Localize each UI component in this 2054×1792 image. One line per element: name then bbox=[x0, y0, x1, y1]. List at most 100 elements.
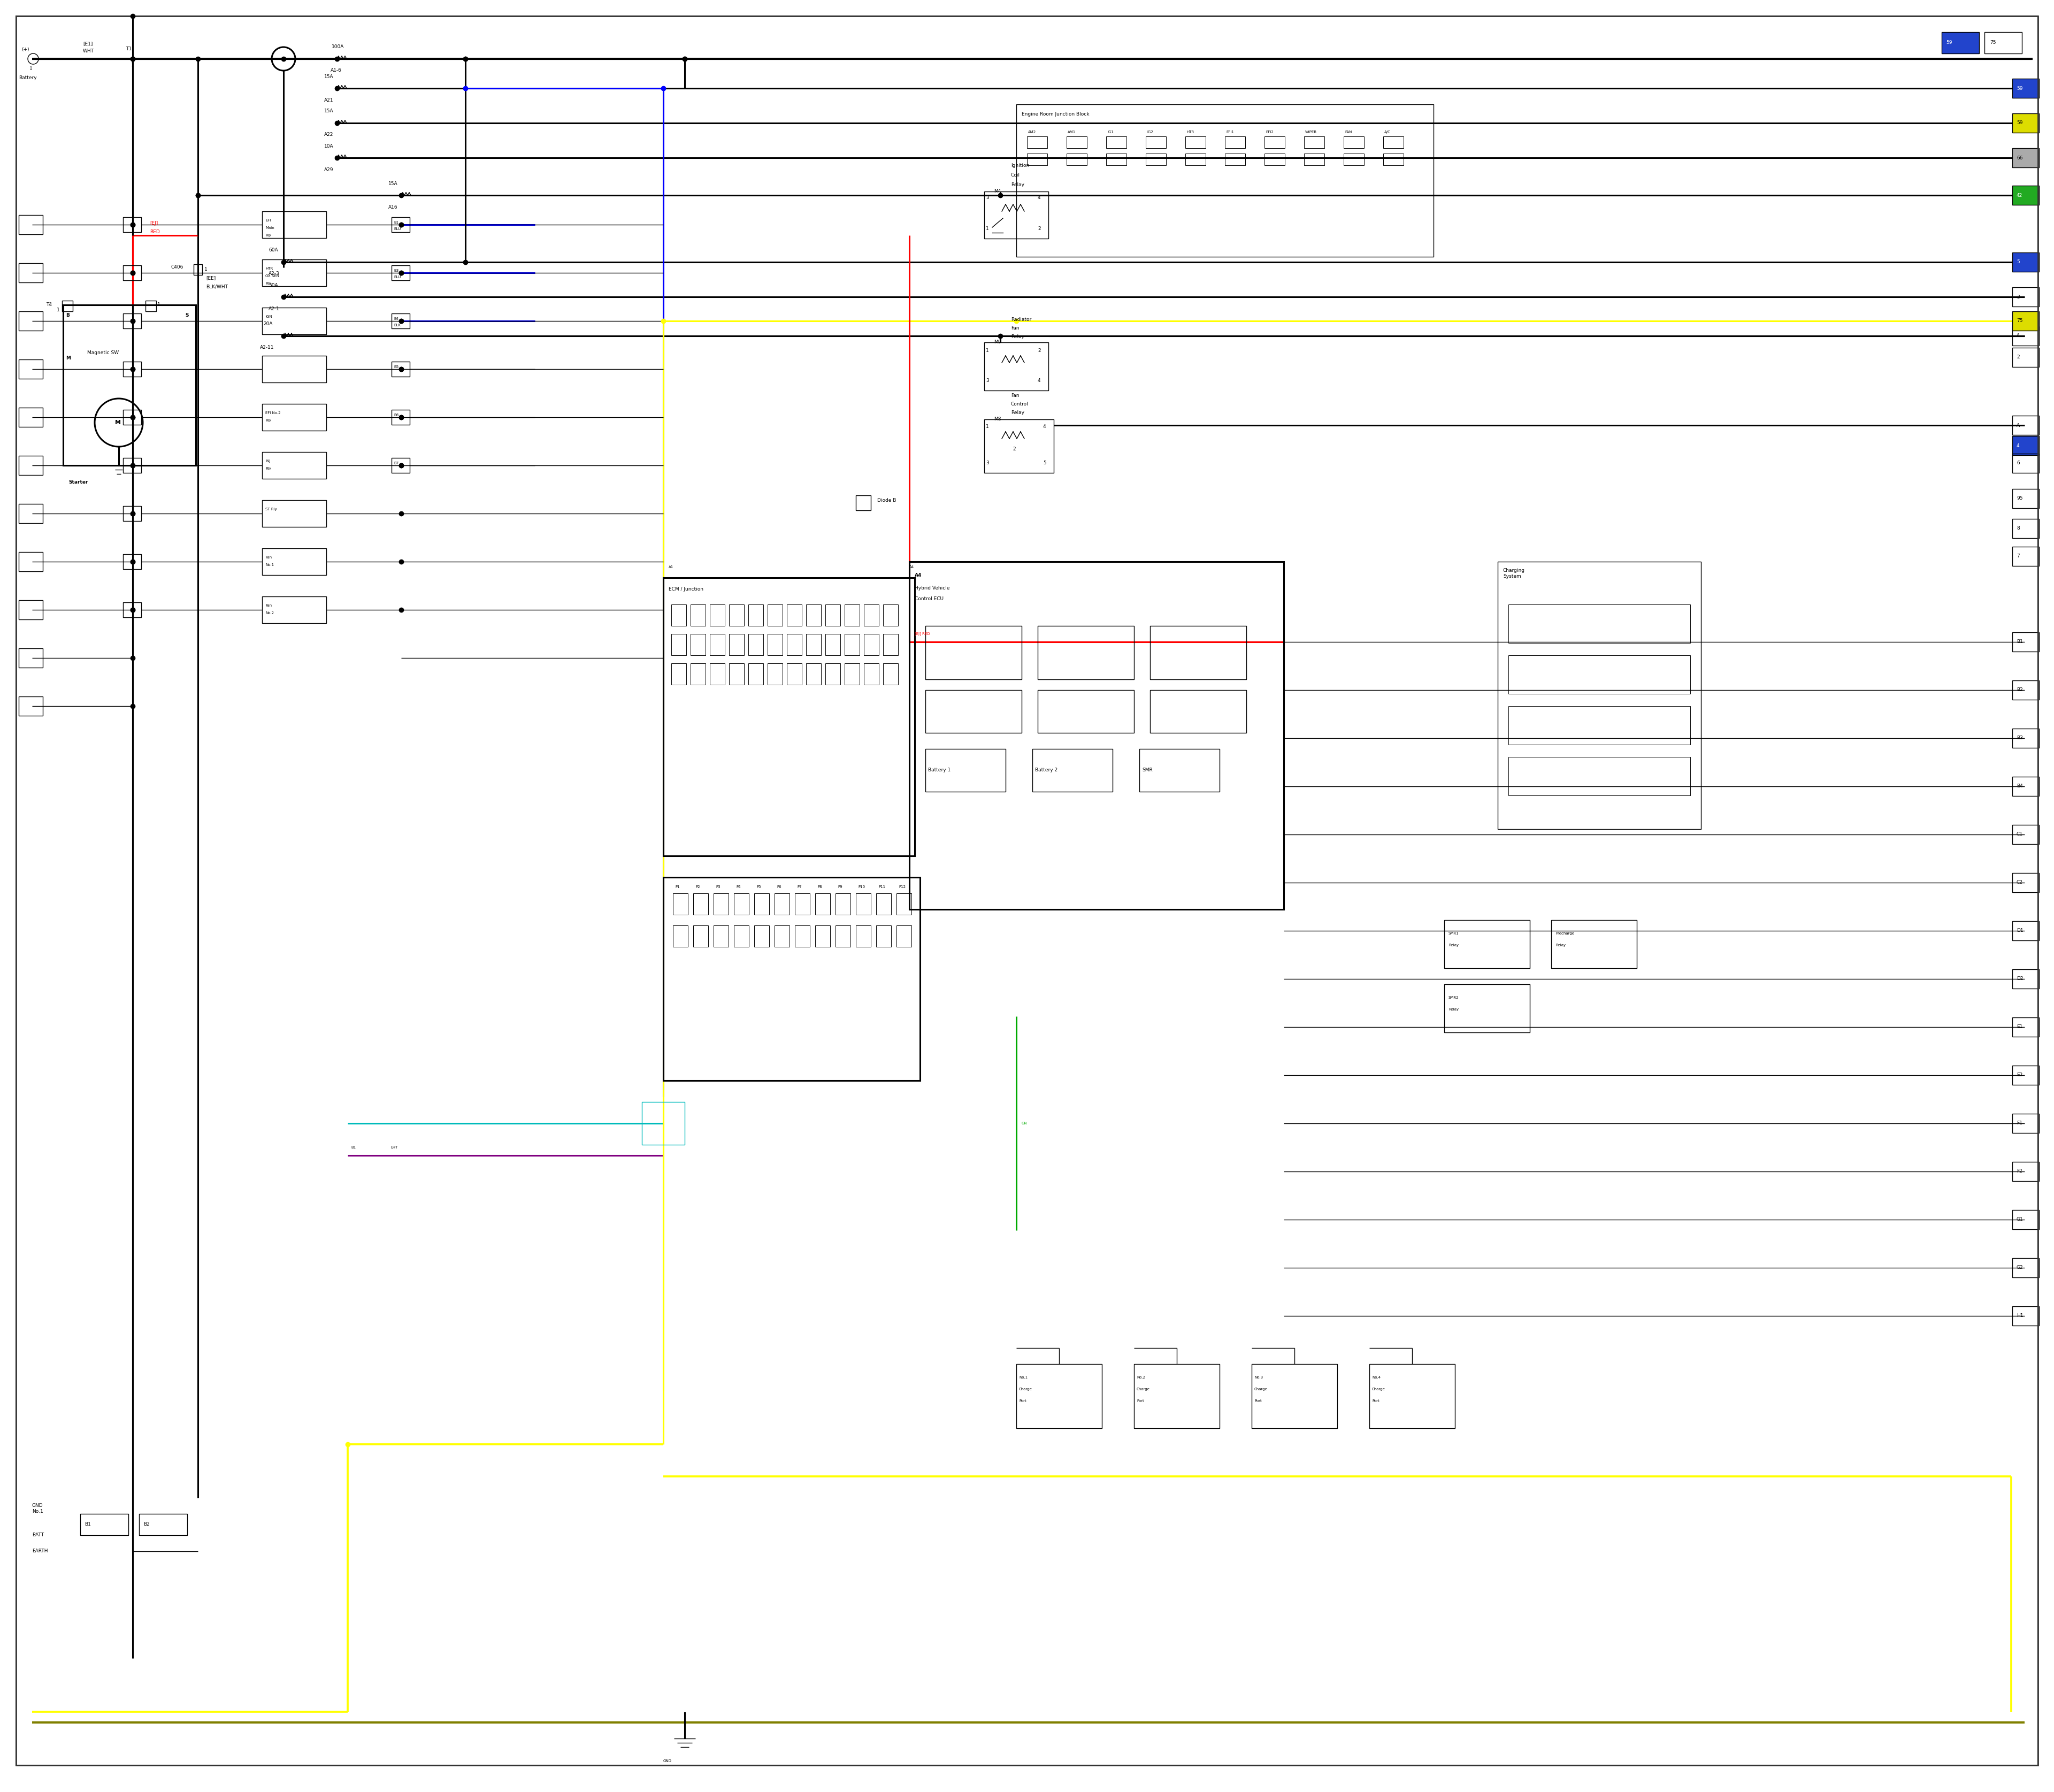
Text: Battery 1: Battery 1 bbox=[928, 769, 951, 772]
Text: 59: 59 bbox=[2017, 86, 2023, 91]
Bar bbox=[865, 634, 879, 656]
Text: Port: Port bbox=[1136, 1400, 1144, 1403]
Text: Fan: Fan bbox=[1011, 394, 1019, 398]
Bar bbox=[865, 663, 879, 685]
Text: Relay: Relay bbox=[1448, 944, 1458, 946]
Bar bbox=[2013, 287, 2040, 306]
Bar bbox=[1017, 1364, 1101, 1428]
Bar bbox=[18, 215, 43, 235]
Text: 59: 59 bbox=[1945, 41, 1951, 45]
Bar bbox=[1382, 136, 1403, 149]
Text: 5: 5 bbox=[1043, 461, 1045, 466]
Text: Radiator: Radiator bbox=[1011, 317, 1031, 323]
Bar bbox=[1033, 749, 1113, 792]
Bar bbox=[392, 314, 409, 328]
Bar bbox=[748, 604, 764, 625]
Bar bbox=[263, 260, 327, 287]
Bar bbox=[748, 663, 764, 685]
Bar bbox=[754, 925, 768, 946]
Text: B4: B4 bbox=[2017, 783, 2023, 788]
Text: Port: Port bbox=[1255, 1400, 1261, 1403]
Bar bbox=[140, 1514, 187, 1536]
Text: 42: 42 bbox=[2017, 194, 2023, 197]
Text: 4: 4 bbox=[1037, 195, 1041, 201]
Bar bbox=[690, 604, 705, 625]
Text: GND: GND bbox=[663, 1760, 672, 1763]
Bar bbox=[1224, 136, 1245, 149]
Bar bbox=[795, 894, 809, 914]
Bar bbox=[2013, 921, 2040, 941]
Bar bbox=[123, 554, 142, 570]
Bar bbox=[672, 634, 686, 656]
Bar bbox=[748, 634, 764, 656]
Bar bbox=[910, 561, 1284, 909]
Bar bbox=[123, 314, 142, 328]
Text: P5: P5 bbox=[756, 885, 760, 889]
Text: 2: 2 bbox=[2017, 355, 2019, 360]
Text: D1: D1 bbox=[2017, 928, 2023, 934]
Bar bbox=[1343, 136, 1364, 149]
Text: B7: B7 bbox=[394, 462, 398, 464]
Bar bbox=[263, 452, 327, 478]
Bar bbox=[729, 663, 744, 685]
Bar bbox=[774, 925, 789, 946]
Bar bbox=[123, 505, 142, 521]
Text: [EJ] RED: [EJ] RED bbox=[914, 633, 930, 636]
Bar bbox=[865, 604, 879, 625]
Text: F1: F1 bbox=[2017, 1122, 2023, 1125]
Text: 66: 66 bbox=[2017, 156, 2023, 159]
Text: A1-6: A1-6 bbox=[331, 68, 341, 73]
Bar bbox=[2013, 681, 2040, 699]
Text: A1: A1 bbox=[670, 566, 674, 568]
Text: Rly: Rly bbox=[265, 233, 271, 237]
Bar bbox=[18, 312, 43, 330]
Text: BLU: BLU bbox=[394, 228, 401, 231]
Text: P8: P8 bbox=[817, 885, 822, 889]
Bar bbox=[1066, 154, 1087, 165]
Text: (+): (+) bbox=[21, 47, 29, 52]
Bar bbox=[1444, 984, 1530, 1032]
Text: 8: 8 bbox=[2017, 527, 2019, 530]
Text: 1: 1 bbox=[58, 308, 60, 312]
Text: A21: A21 bbox=[325, 97, 333, 102]
Text: B1: B1 bbox=[351, 1145, 355, 1149]
Text: 59: 59 bbox=[2017, 120, 2023, 125]
Bar bbox=[713, 925, 729, 946]
Bar bbox=[2013, 253, 2040, 272]
Bar bbox=[1343, 154, 1364, 165]
Bar bbox=[2013, 969, 2040, 989]
Text: Charge: Charge bbox=[1019, 1387, 1033, 1391]
Bar bbox=[263, 597, 327, 624]
Text: E2: E2 bbox=[2017, 1073, 2023, 1077]
Bar bbox=[18, 649, 43, 668]
Text: Port: Port bbox=[1019, 1400, 1027, 1403]
Text: INJ: INJ bbox=[265, 459, 271, 462]
Text: A22: A22 bbox=[325, 133, 333, 138]
Text: E1: E1 bbox=[2017, 1025, 2023, 1029]
Bar bbox=[2013, 435, 2040, 455]
Text: 2: 2 bbox=[1037, 348, 1041, 353]
Text: P11: P11 bbox=[879, 885, 885, 889]
Text: 60A: 60A bbox=[269, 247, 277, 253]
Bar bbox=[883, 604, 898, 625]
Text: BLK/WHT: BLK/WHT bbox=[205, 285, 228, 289]
Text: Rly: Rly bbox=[265, 281, 271, 285]
Bar bbox=[984, 342, 1048, 391]
Text: [EJ]: [EJ] bbox=[150, 220, 158, 226]
Text: A2-11: A2-11 bbox=[261, 346, 273, 349]
Text: M4: M4 bbox=[994, 190, 1000, 194]
Bar bbox=[896, 894, 912, 914]
Bar bbox=[1146, 154, 1167, 165]
Bar bbox=[787, 634, 801, 656]
Bar bbox=[2013, 113, 2040, 133]
Bar bbox=[672, 604, 686, 625]
Text: No.3: No.3 bbox=[1255, 1376, 1263, 1380]
Bar bbox=[857, 925, 871, 946]
Text: 1: 1 bbox=[203, 267, 207, 272]
Bar bbox=[1185, 154, 1206, 165]
Text: Control ECU: Control ECU bbox=[914, 597, 943, 602]
Text: 3: 3 bbox=[986, 378, 988, 383]
Text: AM1: AM1 bbox=[1068, 131, 1076, 134]
Text: Battery: Battery bbox=[18, 75, 37, 81]
Bar bbox=[733, 894, 750, 914]
